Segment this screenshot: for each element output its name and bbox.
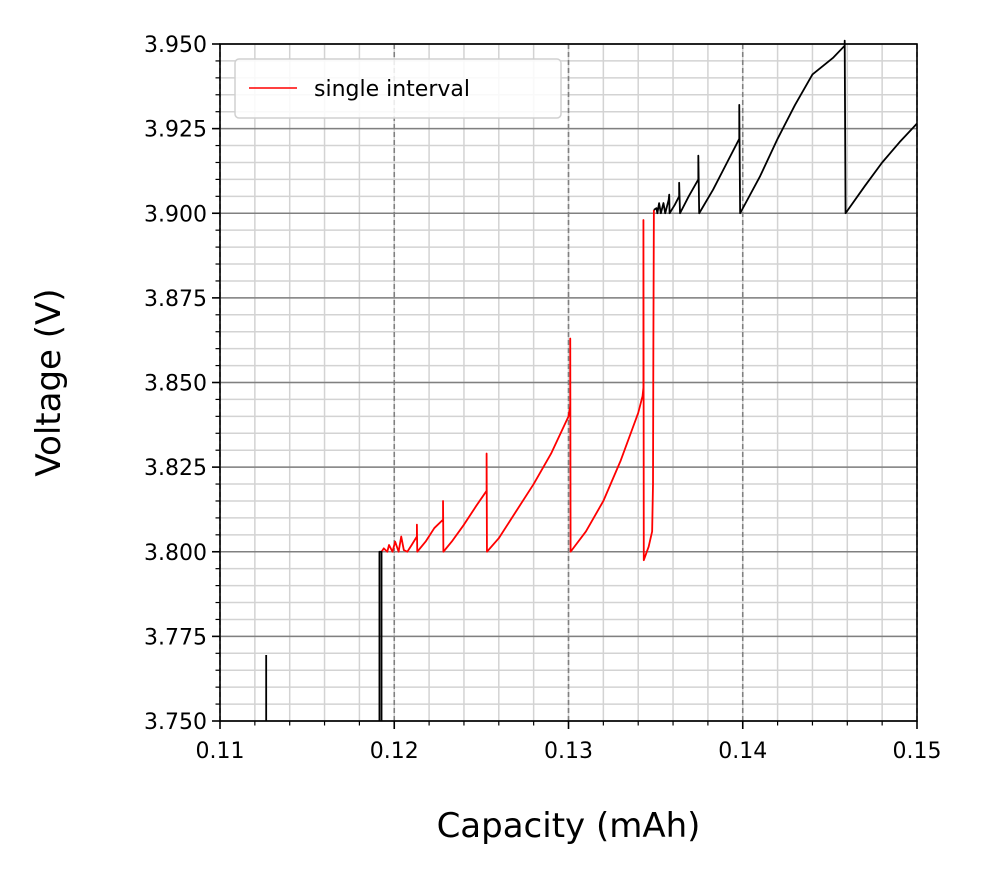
x-tick-label: 0.14 xyxy=(718,739,767,764)
x-axis-label: Capacity (mAh) xyxy=(437,806,701,846)
legend: single interval xyxy=(234,58,562,119)
y-tick-label: 3.775 xyxy=(144,625,207,650)
tick-labels: 0.11 0.12 0.13 0.14 0.15 3.750 3.775 3.800 3.825… xyxy=(144,33,941,764)
y-axis-label: Voltage (V) xyxy=(29,288,69,476)
axis-ticks xyxy=(212,43,918,729)
y-tick-label: 3.800 xyxy=(144,541,207,566)
legend-label-single-interval: single interval xyxy=(314,77,470,102)
series-line-reference xyxy=(653,39,918,215)
series-line-single-interval xyxy=(380,209,655,562)
y-tick-label: 3.825 xyxy=(144,456,207,481)
y-tick-label: 3.750 xyxy=(144,710,207,735)
x-tick-label: 0.13 xyxy=(544,739,593,764)
x-tick-label: 0.12 xyxy=(370,739,419,764)
y-tick-label: 3.925 xyxy=(144,118,207,143)
y-tick-label: 3.875 xyxy=(144,287,207,312)
y-tick-label: 3.900 xyxy=(144,202,207,227)
y-tick-label: 3.950 xyxy=(144,33,207,58)
x-tick-label: 0.11 xyxy=(196,739,245,764)
major-grid xyxy=(219,43,918,722)
series-line-reference xyxy=(378,550,383,721)
legend-box xyxy=(234,58,562,119)
y-tick-label: 3.850 xyxy=(144,372,207,397)
x-tick-label: 0.15 xyxy=(893,739,942,764)
